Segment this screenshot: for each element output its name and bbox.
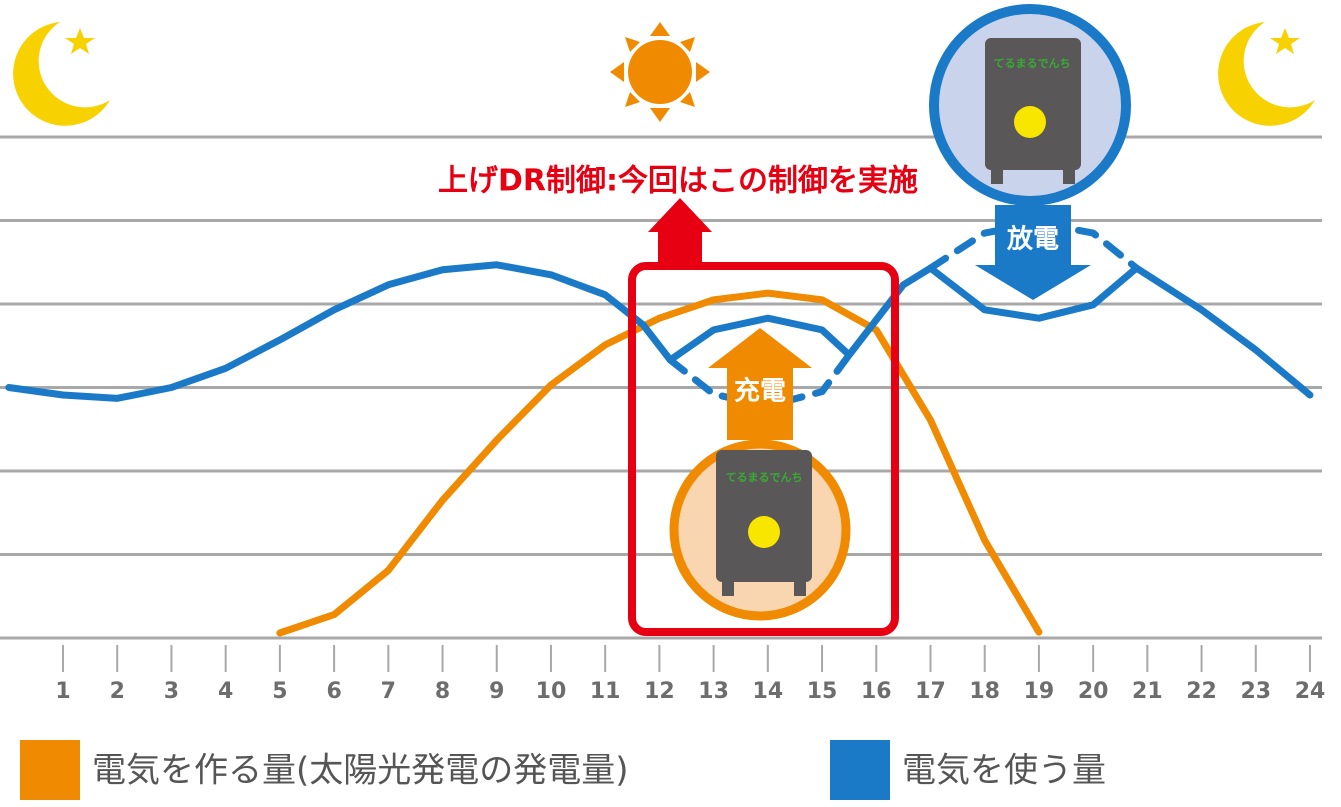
moon-right	[1218, 22, 1315, 126]
x-tick-label: 16	[861, 679, 892, 704]
x-tick-label: 19	[1024, 679, 1055, 704]
x-tick-label: 11	[590, 679, 621, 704]
line	[276, 289, 1043, 637]
control-arrow	[648, 198, 712, 265]
x-tick-label: 17	[915, 679, 946, 704]
x-tick-label: 12	[644, 679, 675, 704]
x-tick-label: 22	[1186, 679, 1217, 704]
legend: 電気を作る量(太陽光発電の発電量) 電気を使う量	[20, 740, 1106, 800]
dashed-line	[926, 219, 1141, 272]
legend-label: 電気を作る量(太陽光発電の発電量)	[92, 751, 629, 791]
x-tick-label: 18	[969, 679, 1000, 704]
x-tick-label: 6	[326, 679, 341, 704]
x-tick-label: 3	[164, 679, 179, 704]
x-tick-label: 8	[435, 679, 450, 704]
x-tick-label: 1	[55, 679, 70, 704]
control-label: 上げDR制御:今回はこの制御を実施	[438, 164, 918, 199]
x-tick-label: 9	[489, 679, 504, 704]
line	[5, 261, 1314, 402]
x-tick-label: 24	[1295, 679, 1326, 704]
legend-label: 電気を使う量	[902, 751, 1106, 791]
x-tick-label: 21	[1132, 679, 1163, 704]
battery-label: てるまるでんち	[994, 57, 1071, 70]
moon-left	[13, 22, 111, 126]
sun	[610, 22, 710, 122]
charge-arrow	[708, 328, 812, 440]
discharge-arrow	[975, 205, 1091, 300]
x-tick-label: 4	[218, 679, 233, 704]
battery-icon	[985, 38, 1081, 184]
battery-icon	[716, 450, 812, 596]
battery-label: てるまるでんち	[726, 471, 803, 484]
x-tick-label: 7	[381, 679, 396, 704]
x-tick-label: 2	[110, 679, 125, 704]
x-tick-label: 15	[807, 679, 838, 704]
charge-label: 充電	[734, 376, 786, 407]
x-tick-label: 20	[1078, 679, 1109, 704]
discharge-label: 放電	[1006, 224, 1059, 255]
x-tick-label: 14	[753, 679, 784, 704]
x-tick-label: 13	[698, 679, 729, 704]
lines	[5, 219, 1314, 637]
legend-swatch	[830, 740, 890, 800]
x-tick-label: 5	[272, 679, 287, 704]
x-tick-label: 10	[536, 679, 567, 704]
control-box	[628, 262, 899, 636]
x-axis: 1 2 3 4 5 6 7 8 9 10 11 12 13 14 15 16 17 18 19 20 21 22 23 24	[55, 645, 1325, 704]
grid	[0, 135, 1322, 640]
x-tick-label: 23	[1240, 679, 1271, 704]
legend-swatch	[20, 740, 80, 800]
